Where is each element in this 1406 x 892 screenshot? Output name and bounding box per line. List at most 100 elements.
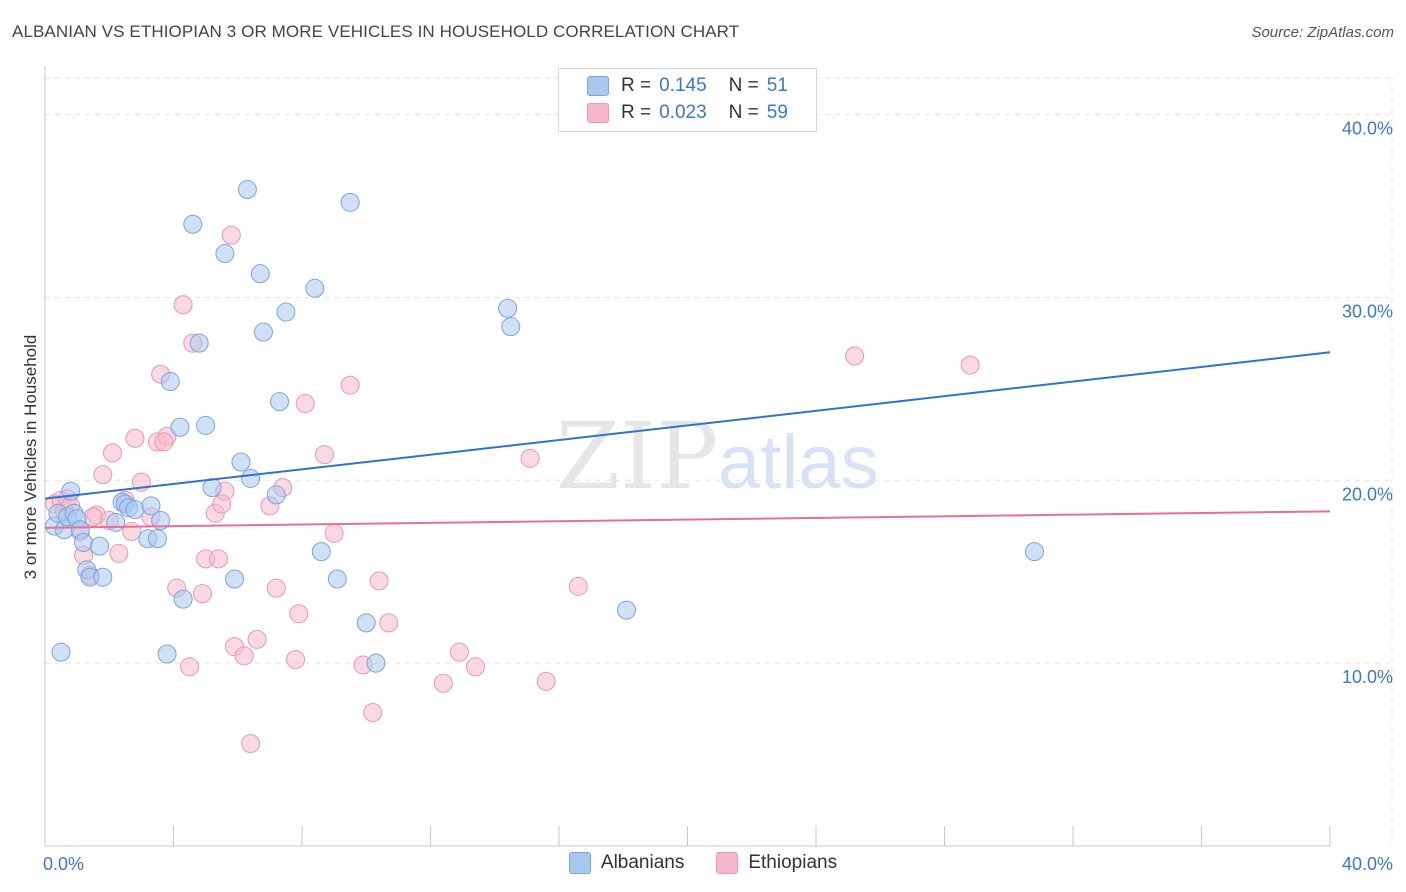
albanian-point-27 — [189, 333, 209, 353]
ethiopian-point-30 — [221, 225, 241, 245]
albanian-point-39 — [276, 302, 296, 322]
albanian-point-50 — [106, 512, 126, 532]
ethiopian-point-53 — [568, 576, 588, 596]
albanian-points — [45, 180, 1044, 673]
albanian-point-43 — [340, 192, 360, 212]
ethiopian-point-12 — [109, 543, 129, 563]
ethiopian-point-14 — [122, 521, 142, 541]
albanian-trend-line — [44, 351, 1331, 500]
ethiopian-point-23 — [180, 657, 200, 677]
ethiopian-point-36 — [266, 578, 286, 598]
ethiopian-point-49 — [449, 642, 469, 662]
ethiopian-point-54 — [845, 346, 865, 366]
ethiopian-point-32 — [234, 646, 254, 666]
y-axis-title: 3 or more Vehicles in Household — [21, 335, 40, 580]
ethiopian-point-52 — [536, 671, 556, 691]
albanian-point-22 — [157, 644, 177, 664]
albanian-point-30 — [215, 244, 235, 264]
ethiopian-point-57 — [212, 494, 232, 514]
chart-title: ALBANIAN VS ETHIOPIAN 3 OR MORE VEHICLES… — [12, 22, 740, 41]
watermark: ZIP atlas — [556, 403, 879, 510]
ethiopian-point-28 — [208, 549, 228, 569]
ethiopian-r-value: 0.023 — [659, 102, 707, 123]
albanian-point-28 — [196, 415, 216, 435]
y-tick-label-3: 40.0% — [1342, 119, 1393, 139]
ethiopian-point-43 — [340, 375, 360, 395]
albanian-point-20 — [147, 529, 167, 549]
y-tick-label-2: 30.0% — [1342, 301, 1393, 321]
ethiopian-point-42 — [324, 523, 344, 543]
albanian-point-19 — [141, 496, 161, 516]
series-legend: Albanians Ethiopians — [0, 852, 1406, 874]
albanian-point-40 — [305, 278, 325, 298]
legend-item-ethiopians[interactable]: Ethiopians — [716, 852, 837, 874]
albanian-r-label: R = — [621, 75, 652, 96]
albanian-swatch — [587, 76, 609, 96]
legend-row-albanians: R = 0.145 N = 51 — [587, 74, 788, 98]
legend-row-ethiopians: R = 0.023 N = 59 — [587, 101, 788, 125]
ethiopian-point-40 — [295, 393, 315, 413]
axes — [44, 66, 1331, 847]
albanian-point-17 — [125, 500, 145, 520]
source-label: Source: ZipAtlas.com — [1251, 24, 1394, 41]
ethiopian-point-11 — [102, 443, 122, 463]
gridlines — [45, 77, 1393, 846]
albanian-point-21 — [151, 511, 171, 531]
ethiopians-legend-label: Ethiopians — [748, 852, 838, 873]
albanian-point-23 — [160, 372, 180, 392]
albanian-point-44 — [356, 613, 376, 633]
ethiopian-n-value: 59 — [766, 102, 788, 123]
albanian-point-38 — [270, 392, 290, 412]
ethiopian-point-48 — [433, 673, 453, 693]
albanian-point-31 — [225, 569, 245, 589]
ethiopian-point-34 — [247, 629, 267, 649]
ethiopian-point-47 — [379, 613, 399, 633]
albanian-point-48 — [616, 600, 636, 620]
ethiopian-point-33 — [241, 734, 261, 754]
albanian-point-45 — [366, 653, 386, 673]
albanian-point-34 — [241, 468, 261, 488]
albanian-point-47 — [501, 317, 521, 337]
albanian-point-37 — [266, 485, 286, 505]
x-tick-label-0: 0.0% — [43, 854, 84, 874]
ethiopian-point-50 — [465, 657, 485, 677]
albanian-point-24 — [170, 417, 190, 437]
ethiopian-point-38 — [286, 649, 306, 669]
albanian-point-5 — [61, 481, 81, 501]
y-tick-label-1: 20.0% — [1342, 484, 1393, 504]
albanian-point-35 — [250, 264, 270, 284]
stats-legend: R = 0.145 N = 51 R = 0.023 N = 59 — [558, 68, 817, 132]
ethiopian-point-56 — [154, 432, 174, 452]
y-tick-label-0: 10.0% — [1342, 667, 1393, 687]
albanian-point-2 — [51, 642, 71, 662]
albanian-point-29 — [202, 478, 222, 498]
albanian-point-26 — [183, 214, 203, 234]
axis-labels: 10.0% 20.0% 30.0% 40.0% 0.0% 40.0% 3 or more V… — [21, 119, 1393, 874]
albanian-point-42 — [327, 569, 347, 589]
ethiopian-r-label: R = — [621, 102, 652, 123]
albanian-point-33 — [237, 180, 257, 200]
albanian-point-49 — [1024, 542, 1044, 562]
albanian-point-46 — [498, 298, 518, 318]
trend-lines — [44, 351, 1331, 529]
albanian-r-value: 0.145 — [659, 75, 707, 96]
albanians-legend-label: Albanians — [600, 852, 685, 873]
albanian-n-label: N = — [728, 75, 759, 96]
watermark-atlas: atlas — [718, 420, 879, 505]
albanian-point-13 — [93, 567, 113, 587]
watermark-zip: ZIP — [556, 403, 718, 510]
ethiopian-swatch — [587, 103, 609, 123]
ethiopian-point-55 — [960, 355, 980, 375]
albanian-point-32 — [231, 452, 251, 472]
albanian-point-25 — [173, 589, 193, 609]
legend-item-albanians[interactable]: Albanians — [568, 852, 685, 874]
albanian-n-value: 51 — [766, 75, 788, 96]
ethiopian-point-39 — [289, 604, 309, 624]
ethiopian-point-9 — [93, 465, 113, 485]
ethiopian-trend-line — [44, 510, 1331, 529]
ethiopian-point-25 — [192, 584, 212, 604]
ethiopians-legend-swatch — [716, 852, 739, 874]
ethiopian-n-label: N = — [728, 102, 759, 123]
ethiopian-point-22 — [173, 295, 193, 315]
